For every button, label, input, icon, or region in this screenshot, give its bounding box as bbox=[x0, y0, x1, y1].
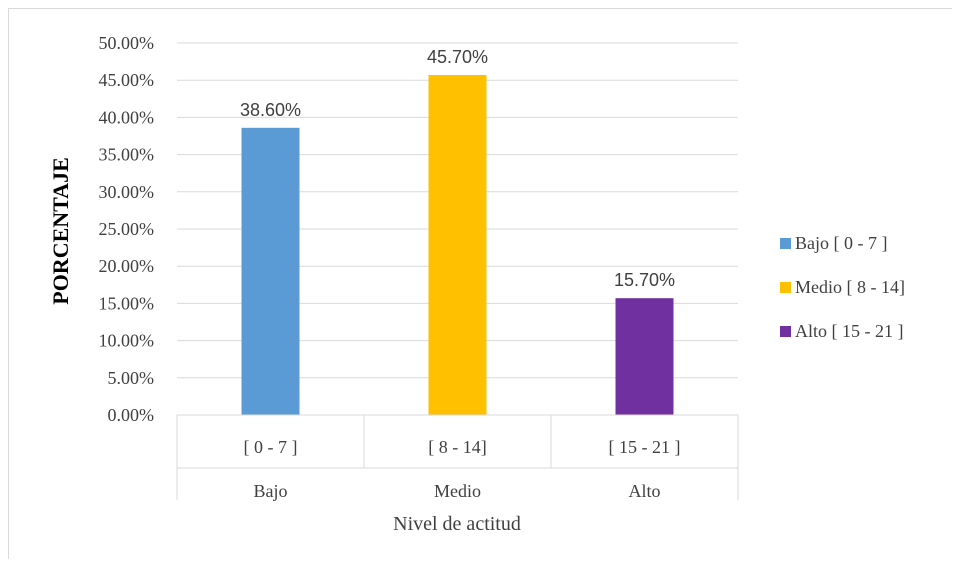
x-tick-label-group: Medio bbox=[434, 481, 481, 501]
x-tick-label-group: Alto bbox=[628, 481, 660, 501]
y-tick-label: 40.00% bbox=[99, 107, 155, 127]
y-tick-label: 30.00% bbox=[99, 182, 155, 202]
legend-swatch bbox=[780, 282, 791, 293]
legend-swatch bbox=[780, 238, 791, 249]
x-tick-label-range: [ 8 - 14] bbox=[428, 437, 486, 457]
bar bbox=[241, 127, 300, 415]
y-axis-title: PORCENTAJE bbox=[48, 157, 73, 305]
data-labels: 38.60% 45.70% 15.70% bbox=[240, 47, 675, 290]
y-tick-label: 15.00% bbox=[99, 293, 155, 313]
y-tick-label: 5.00% bbox=[108, 368, 155, 388]
y-tick-label: 20.00% bbox=[99, 256, 155, 276]
y-axis-ticks: 0.00% 5.00% 10.00% 15.00% 20.00% 25.00% 30.00%… bbox=[99, 33, 155, 425]
data-label: 45.70% bbox=[427, 47, 488, 67]
x-tick-label-group: Bajo bbox=[254, 481, 288, 501]
legend-entry: Alto [ 15 - 21 ] bbox=[795, 321, 903, 341]
legend: Bajo [ 0 - 7 ] Medio [ 8 - 14] Alto [ 15 -… bbox=[780, 233, 905, 341]
data-label: 15.70% bbox=[614, 270, 675, 290]
x-axis: [ 0 - 7 ] Bajo [ 8 - 14] Medio [ 15 - 21 ] Al… bbox=[176, 414, 739, 501]
bars bbox=[241, 74, 674, 415]
x-tick-label-range: [ 15 - 21 ] bbox=[609, 437, 681, 457]
y-tick-label: 50.00% bbox=[99, 33, 155, 53]
y-tick-label: 0.00% bbox=[108, 405, 155, 425]
data-label: 38.60% bbox=[240, 100, 301, 120]
y-tick-label: 10.00% bbox=[99, 331, 155, 351]
chart-frame bbox=[8, 8, 952, 559]
bar bbox=[428, 74, 487, 415]
x-axis-title: Nivel de actitud bbox=[393, 513, 521, 535]
bar bbox=[615, 298, 674, 415]
legend-entry: Medio [ 8 - 14] bbox=[795, 277, 905, 297]
legend-swatch bbox=[780, 326, 791, 337]
x-tick-label-range: [ 0 - 7 ] bbox=[244, 437, 298, 457]
y-tick-label: 45.00% bbox=[99, 70, 155, 90]
y-tick-label: 35.00% bbox=[99, 145, 155, 165]
y-tick-label: 25.00% bbox=[99, 219, 155, 239]
legend-entry: Bajo [ 0 - 7 ] bbox=[795, 233, 887, 253]
